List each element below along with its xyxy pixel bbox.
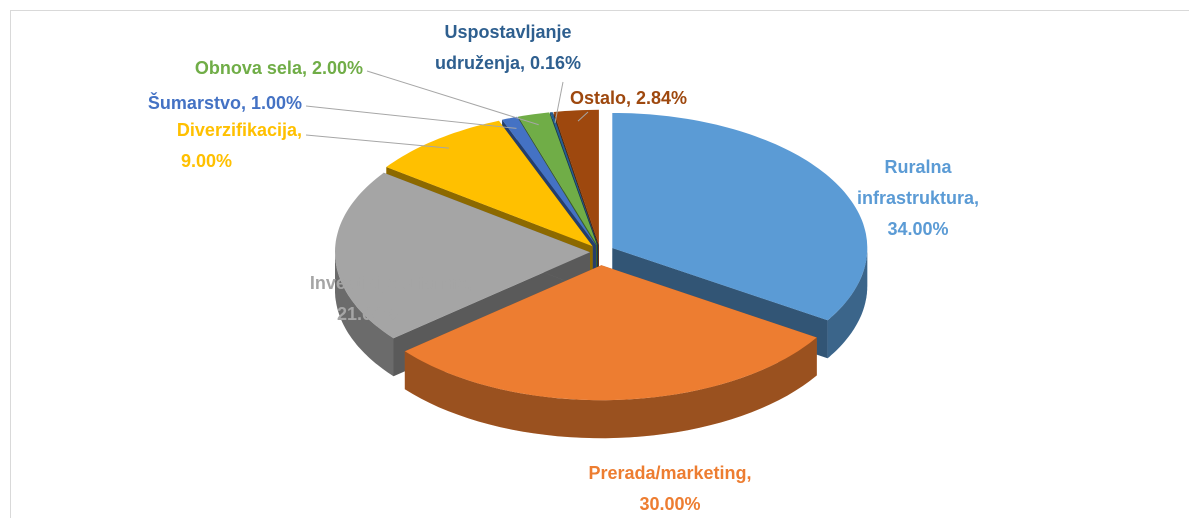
data-label: Uspostavljanje udruženja, 0.16% — [435, 22, 581, 73]
data-label: Ruralna infrastruktura, 34.00% — [857, 157, 979, 239]
leader-line — [305, 134, 449, 149]
leader-line — [554, 81, 564, 123]
slice — [553, 109, 599, 245]
data-label-line: Uspostavljanje — [444, 22, 571, 42]
data-label-line: Diverzifikacija, — [177, 120, 302, 140]
slice-side-shade — [827, 248, 868, 359]
data-label-line: Investicije u farme, — [310, 273, 472, 293]
data-label-line: Ostalo, 2.84% — [570, 88, 687, 108]
data-label-line: infrastruktura, — [857, 188, 979, 208]
data-label: Šumarstvo, 1.00% — [148, 92, 302, 113]
data-label: Diverzifikacija, 9.00% — [177, 120, 302, 171]
data-label-line: 21.00% — [337, 304, 398, 324]
slice — [518, 112, 597, 246]
data-label-line: udruženja, 0.16% — [435, 53, 581, 73]
data-label-line: Prerada/marketing, — [588, 463, 751, 483]
data-label: Investicije u farme, 21.00% — [310, 273, 472, 324]
slice — [550, 112, 598, 245]
data-label-line: 30.00% — [639, 494, 700, 514]
data-label-line: 34.00% — [887, 219, 948, 239]
leader-line — [577, 111, 589, 122]
chart-border — [10, 10, 1189, 518]
slice — [612, 113, 868, 321]
data-label-line: Šumarstvo, 1.00% — [148, 92, 302, 113]
slice-side-shade — [404, 337, 817, 439]
data-label: Prerada/marketing, 30.00% — [588, 463, 751, 514]
slice-side — [335, 252, 394, 377]
slice — [404, 265, 817, 401]
leader-line — [305, 105, 517, 129]
data-label: Obnova sela, 2.00% — [195, 58, 363, 78]
slice-side-shade — [335, 252, 394, 377]
data-label-line: 9.00% — [181, 151, 232, 171]
slice-side — [404, 337, 817, 439]
slice — [386, 120, 593, 247]
data-label-line: Ruralna — [884, 157, 952, 177]
data-label: Ostalo, 2.84% — [570, 88, 687, 108]
leader-line — [366, 70, 539, 126]
slice-side — [827, 248, 868, 359]
slice — [502, 116, 596, 246]
slice — [335, 172, 590, 339]
data-label-line: Obnova sela, 2.00% — [195, 58, 363, 78]
